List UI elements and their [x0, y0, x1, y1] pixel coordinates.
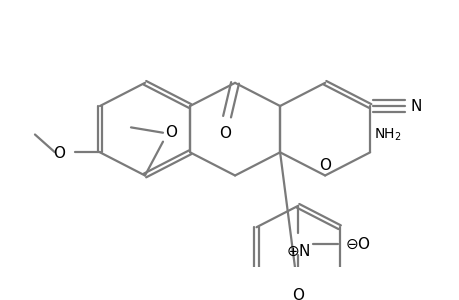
Text: O: O	[218, 126, 230, 141]
Text: O: O	[319, 158, 330, 173]
Text: NH$_2$: NH$_2$	[373, 127, 401, 143]
Text: $\ominus$O: $\ominus$O	[344, 236, 370, 252]
Text: $\oplus$N: $\oplus$N	[285, 244, 310, 260]
Text: O: O	[165, 125, 177, 140]
Text: O: O	[291, 288, 303, 300]
Text: N: N	[409, 98, 420, 113]
Text: O: O	[53, 146, 65, 161]
